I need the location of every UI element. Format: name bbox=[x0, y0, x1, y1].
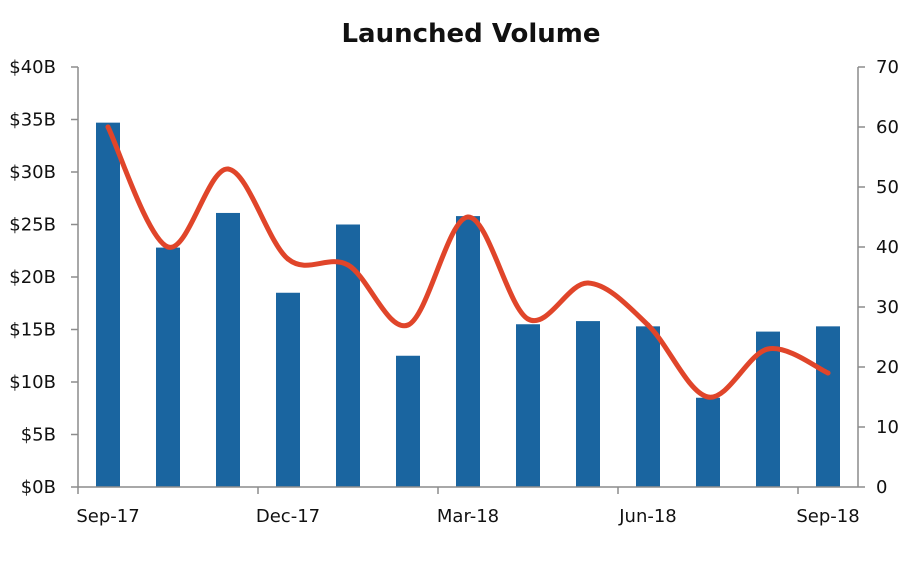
y-right-tick-label: 40 bbox=[876, 237, 899, 258]
x-tick-label: Sep-18 bbox=[796, 506, 859, 527]
y-left-tick-label: $30B bbox=[9, 162, 56, 183]
x-tick-label: Mar-18 bbox=[437, 506, 499, 527]
bar-Mar-18 bbox=[456, 216, 480, 487]
line-point-Jul-18 bbox=[705, 394, 711, 400]
line-point-Dec-17 bbox=[285, 256, 291, 262]
line-point-Nov-17 bbox=[225, 166, 231, 172]
y-left-tick-label: $15B bbox=[9, 320, 56, 341]
line-point-Apr-18 bbox=[525, 316, 531, 322]
bar-Apr-18 bbox=[516, 324, 540, 487]
y-left-tick-label: $40B bbox=[9, 57, 56, 78]
x-tick-label: Jun-18 bbox=[618, 506, 677, 527]
bar-Feb-18 bbox=[396, 355, 420, 487]
bar-Sep-18 bbox=[816, 326, 840, 487]
axes-group: $0B $5B $10B $15B $20B $25B $30B $35B $40B 0 10 20 3… bbox=[9, 57, 899, 527]
y-left-tick-label: $5B bbox=[21, 425, 56, 446]
x-tick-label: Sep-17 bbox=[76, 506, 139, 527]
x-tick-label: Dec-17 bbox=[256, 506, 320, 527]
y-left-tick-label: $0B bbox=[21, 477, 56, 498]
bar-May-18 bbox=[576, 321, 600, 487]
y-left-tick-label: $10B bbox=[9, 372, 56, 393]
y-right-tick-label: 60 bbox=[876, 117, 899, 138]
y-left-tick-label: $20B bbox=[9, 267, 56, 288]
y-right-tick-label: 10 bbox=[876, 417, 899, 438]
chart-title: Launched Volume bbox=[341, 19, 600, 49]
line-point-Sep-18 bbox=[825, 370, 831, 376]
bar-Nov-17 bbox=[216, 212, 240, 487]
line-point-Jun-18 bbox=[645, 322, 651, 328]
bar-Dec-17 bbox=[276, 292, 300, 487]
line-point-Jan-18 bbox=[345, 262, 351, 268]
bar-Oct-17 bbox=[156, 247, 180, 487]
line-point-Oct-17 bbox=[165, 244, 171, 250]
bar-Sep-17 bbox=[96, 122, 120, 488]
bar-Jun-18 bbox=[636, 326, 660, 487]
y-left-tick-label: $35B bbox=[9, 110, 56, 131]
line-point-Aug-18 bbox=[765, 346, 771, 352]
line-point-Sep-17 bbox=[105, 124, 111, 130]
y-left-tick-label: $25B bbox=[9, 215, 56, 236]
y-right-tick-label: 70 bbox=[876, 57, 899, 78]
y-right-tick-label: 30 bbox=[876, 297, 899, 318]
line-series-path bbox=[105, 124, 831, 400]
bar-Jul-18 bbox=[696, 397, 720, 487]
y-right-tick-label: 20 bbox=[876, 357, 899, 378]
bar-Aug-18 bbox=[756, 331, 780, 487]
bars-group bbox=[96, 122, 840, 488]
line-point-Feb-18 bbox=[405, 322, 411, 328]
y-right-tick-label: 0 bbox=[876, 477, 887, 498]
y-right-tick-label: 50 bbox=[876, 177, 899, 198]
line-series-group bbox=[105, 124, 831, 400]
line-point-May-18 bbox=[585, 280, 591, 286]
line-point-Mar-18 bbox=[465, 214, 471, 220]
